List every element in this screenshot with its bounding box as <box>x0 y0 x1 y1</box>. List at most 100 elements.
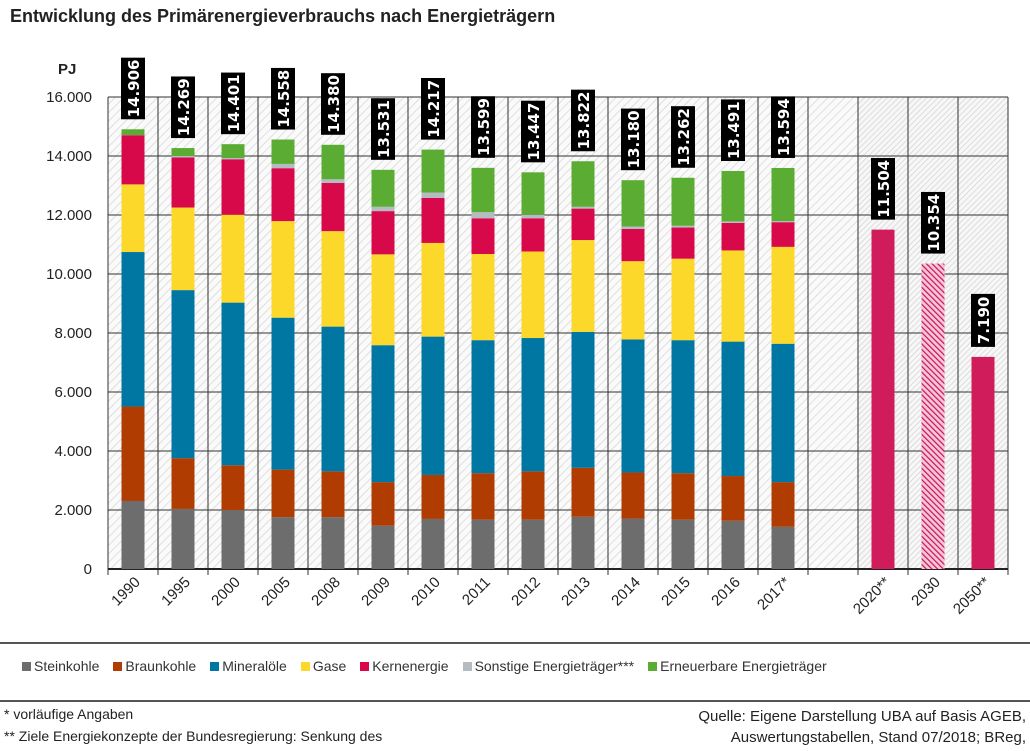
bar-segment-kernenergie <box>221 159 245 215</box>
total-label-box <box>371 98 395 160</box>
bar-segment-steinkohle <box>321 517 345 569</box>
x-tick-label: 2020** <box>850 574 894 618</box>
bar-segment-braunkohle <box>771 482 795 527</box>
total-label-box <box>771 96 795 158</box>
total-label: 11.504 <box>875 160 893 218</box>
total-label-box <box>521 100 545 163</box>
bar-segment-sonstige-energieträger- <box>171 156 195 158</box>
bar-segment-erneuerbare-energieträger <box>221 144 245 159</box>
bar-segment-erneuerbare-energieträger <box>471 167 495 213</box>
bar-segment-sonstige-energieträger- <box>621 226 645 229</box>
bar-segment-gase <box>621 261 645 340</box>
bar-segment-kernenergie <box>771 222 795 247</box>
bar-segment-erneuerbare-energieträger <box>721 171 745 222</box>
bar-segment-gase <box>671 258 695 341</box>
bar-segment-sonstige-energieträger- <box>371 206 395 212</box>
bar-segment-erneuerbare-energieträger <box>371 169 395 207</box>
bar-segment-kernenergie <box>621 228 645 262</box>
legend-swatch <box>22 661 31 671</box>
total-label-box <box>421 77 445 140</box>
total-label-box <box>921 191 945 254</box>
total-label-box <box>971 293 995 347</box>
x-tick-label: 2015 <box>658 574 694 610</box>
bar-segment-sonstige-energieträger- <box>721 221 745 223</box>
legend-label: Erneuerbare Energieträger <box>660 658 827 674</box>
bar-segment-braunkohle <box>621 472 645 519</box>
legend-item: Sonstige Energieträger*** <box>462 658 635 674</box>
bar-segment-gase <box>371 254 395 346</box>
legend-item: Mineralöle <box>210 658 287 674</box>
bar-segment-gase <box>471 253 495 341</box>
bar-segment-braunkohle <box>171 458 195 509</box>
bar-segment-steinkohle <box>371 525 395 569</box>
total-label: 14.906 <box>125 60 143 118</box>
bar-segment-gase <box>321 231 345 327</box>
bar-segment-steinkohle <box>471 519 495 569</box>
bar-segment-erneuerbare-energieträger <box>671 177 695 226</box>
legend-label: Gase <box>312 658 347 674</box>
bar-segment-mineralöle <box>371 345 395 483</box>
x-tick-label: 2050** <box>950 574 994 618</box>
legend-swatch <box>360 661 370 671</box>
x-tick-label: 2016 <box>708 574 744 610</box>
bar-segment-sonstige-energieträger- <box>421 192 445 198</box>
target-bar <box>921 263 945 569</box>
total-label: 7.190 <box>975 297 993 344</box>
y-tick-label: 8.000 <box>54 325 92 342</box>
bar-segment-sonstige-energieträger- <box>271 163 295 169</box>
bar-segment-gase <box>521 251 545 339</box>
y-tick-label: 16.000 <box>46 89 92 106</box>
bar-segment-steinkohle <box>221 510 245 569</box>
y-axis-unit: PJ <box>58 61 76 78</box>
x-tick-label: 2030 <box>908 574 944 610</box>
total-label-box <box>221 72 245 135</box>
bar-segment-steinkohle <box>571 516 595 569</box>
bar-segment-mineralöle <box>671 340 695 474</box>
bar-segment-erneuerbare-energieträger <box>271 139 295 164</box>
bar-segment-mineralöle <box>571 331 595 468</box>
bar-segment-erneuerbare-energieträger <box>171 148 195 156</box>
bar-segment-braunkohle <box>321 471 345 518</box>
bar-segment-kernenergie <box>121 135 145 185</box>
legend-label: Mineralöle <box>222 658 287 674</box>
target-bar <box>971 356 995 569</box>
bar-segment-gase <box>421 242 445 337</box>
bar-segment-sonstige-energieträger- <box>471 212 495 219</box>
bar-segment-braunkohle <box>571 467 595 517</box>
footnote-preliminary: * vorläufige Angaben <box>4 706 134 722</box>
source-line-2: Auswertungstabellen, Stand 07/2018; BReg… <box>730 729 1026 746</box>
legend-item: Gase <box>300 658 347 674</box>
x-tick-label: 2010 <box>408 574 444 610</box>
total-label: 14.217 <box>425 80 443 138</box>
bar-segment-sonstige-energieträger- <box>771 221 795 223</box>
total-label: 10.354 <box>925 194 943 252</box>
bar-segment-erneuerbare-energieträger <box>321 144 345 180</box>
total-label: 13.447 <box>525 103 543 161</box>
total-label: 13.180 <box>625 110 643 168</box>
bar-segment-erneuerbare-energieträger <box>621 180 645 227</box>
total-label-box <box>171 76 195 139</box>
bar-segment-mineralöle <box>621 339 645 473</box>
bar-segment-mineralöle <box>321 326 345 472</box>
x-tick-label: 2017* <box>754 574 794 614</box>
y-tick-label: 4.000 <box>54 443 92 460</box>
bar-segment-mineralöle <box>171 290 195 459</box>
bar-segment-erneuerbare-energieträger <box>771 167 795 222</box>
bar-segment-braunkohle <box>471 473 495 520</box>
bar-segment-steinkohle <box>421 518 445 569</box>
bar-segment-sonstige-energieträger- <box>321 179 345 183</box>
y-tick-label: 12.000 <box>46 207 92 224</box>
bar-segment-gase <box>171 207 195 291</box>
total-label-box <box>271 67 295 130</box>
bar-segment-kernenergie <box>521 218 545 252</box>
y-tick-label: 6.000 <box>54 384 92 401</box>
total-label: 13.262 <box>675 108 693 166</box>
y-tick-label: 10.000 <box>46 266 92 283</box>
legend-label: Sonstige Energieträger*** <box>474 658 635 674</box>
divider-top <box>0 642 1030 644</box>
chart-title: Entwicklung des Primärenergieverbrauchs … <box>10 6 556 26</box>
bar-segment-braunkohle <box>221 465 245 510</box>
target-bar <box>871 229 895 569</box>
total-label: 14.269 <box>175 78 193 136</box>
bar-segment-erneuerbare-energieträger <box>521 172 545 215</box>
